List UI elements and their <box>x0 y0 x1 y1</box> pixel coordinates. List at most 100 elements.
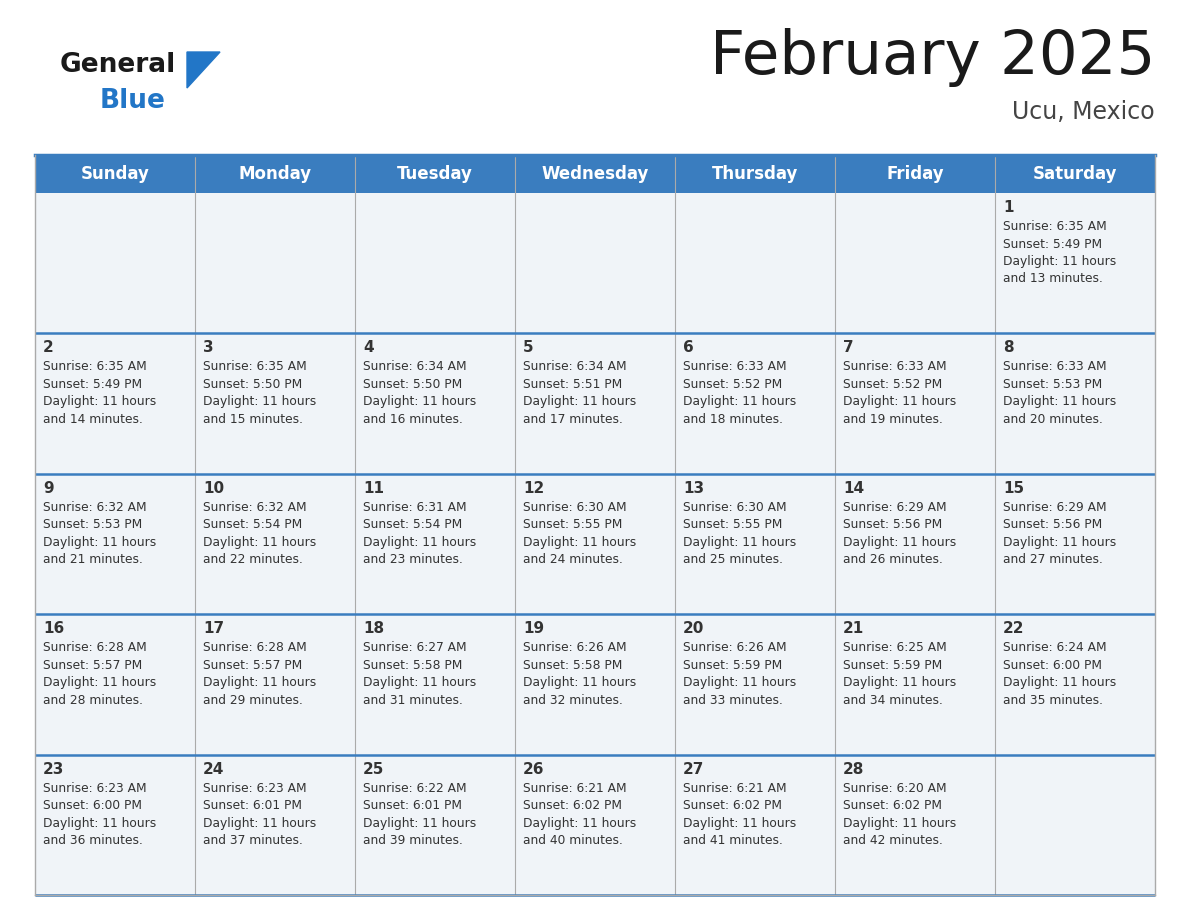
Text: Friday: Friday <box>886 165 943 183</box>
Text: Sunset: 5:53 PM: Sunset: 5:53 PM <box>1003 378 1102 391</box>
Text: Sunset: 5:56 PM: Sunset: 5:56 PM <box>843 519 942 532</box>
Text: Sunset: 5:54 PM: Sunset: 5:54 PM <box>364 519 462 532</box>
Text: Sunset: 5:49 PM: Sunset: 5:49 PM <box>43 378 143 391</box>
Bar <box>34 333 195 474</box>
Bar <box>34 474 195 614</box>
Text: Sunset: 5:50 PM: Sunset: 5:50 PM <box>203 378 302 391</box>
Bar <box>34 155 1155 193</box>
Bar <box>195 474 355 614</box>
Text: 23: 23 <box>43 762 64 777</box>
Bar <box>195 614 355 755</box>
Text: Sunset: 5:55 PM: Sunset: 5:55 PM <box>523 519 623 532</box>
Text: Sunrise: 6:33 AM: Sunrise: 6:33 AM <box>683 361 786 374</box>
Bar <box>996 474 1155 614</box>
Text: Daylight: 11 hours: Daylight: 11 hours <box>203 817 316 830</box>
Text: Sunset: 5:49 PM: Sunset: 5:49 PM <box>1003 238 1102 251</box>
Text: Sunrise: 6:24 AM: Sunrise: 6:24 AM <box>1003 641 1107 655</box>
Text: Daylight: 11 hours: Daylight: 11 hours <box>523 396 637 409</box>
Text: Daylight: 11 hours: Daylight: 11 hours <box>203 677 316 689</box>
Bar <box>195 193 355 333</box>
Text: Sunrise: 6:23 AM: Sunrise: 6:23 AM <box>43 781 146 795</box>
Text: Sunset: 5:58 PM: Sunset: 5:58 PM <box>523 659 623 672</box>
Text: 17: 17 <box>203 621 225 636</box>
Text: and 29 minutes.: and 29 minutes. <box>203 694 303 707</box>
Text: Daylight: 11 hours: Daylight: 11 hours <box>364 677 476 689</box>
Text: Sunset: 6:02 PM: Sunset: 6:02 PM <box>683 799 782 812</box>
Text: Sunset: 5:57 PM: Sunset: 5:57 PM <box>43 659 143 672</box>
Bar <box>996 755 1155 895</box>
Text: Thursday: Thursday <box>712 165 798 183</box>
Text: 14: 14 <box>843 481 864 496</box>
Text: Sunrise: 6:30 AM: Sunrise: 6:30 AM <box>683 501 786 514</box>
Bar <box>34 755 195 895</box>
Text: 5: 5 <box>523 341 533 355</box>
Text: 20: 20 <box>683 621 704 636</box>
Text: Blue: Blue <box>100 88 166 114</box>
Bar <box>34 193 195 333</box>
Text: 21: 21 <box>843 621 864 636</box>
Text: and 41 minutes.: and 41 minutes. <box>683 834 783 847</box>
Text: 19: 19 <box>523 621 544 636</box>
Bar <box>835 755 996 895</box>
Text: and 31 minutes.: and 31 minutes. <box>364 694 463 707</box>
Text: Sunrise: 6:35 AM: Sunrise: 6:35 AM <box>1003 220 1107 233</box>
Text: Tuesday: Tuesday <box>397 165 473 183</box>
Bar <box>195 755 355 895</box>
Text: and 33 minutes.: and 33 minutes. <box>683 694 783 707</box>
Text: Sunrise: 6:35 AM: Sunrise: 6:35 AM <box>203 361 307 374</box>
Text: and 24 minutes.: and 24 minutes. <box>523 554 623 566</box>
Text: Sunday: Sunday <box>81 165 150 183</box>
Text: Daylight: 11 hours: Daylight: 11 hours <box>523 536 637 549</box>
Text: Daylight: 11 hours: Daylight: 11 hours <box>683 536 796 549</box>
Text: Daylight: 11 hours: Daylight: 11 hours <box>203 536 316 549</box>
Text: 4: 4 <box>364 341 373 355</box>
Bar <box>835 614 996 755</box>
Bar <box>355 333 516 474</box>
Bar <box>996 193 1155 333</box>
Text: Sunrise: 6:35 AM: Sunrise: 6:35 AM <box>43 361 147 374</box>
Text: and 26 minutes.: and 26 minutes. <box>843 554 943 566</box>
Text: Daylight: 11 hours: Daylight: 11 hours <box>523 677 637 689</box>
Bar <box>675 333 835 474</box>
Text: Sunset: 5:52 PM: Sunset: 5:52 PM <box>683 378 782 391</box>
Bar <box>835 474 996 614</box>
Text: and 42 minutes.: and 42 minutes. <box>843 834 943 847</box>
Text: Sunset: 5:59 PM: Sunset: 5:59 PM <box>683 659 782 672</box>
Text: Sunset: 5:57 PM: Sunset: 5:57 PM <box>203 659 302 672</box>
Text: Daylight: 11 hours: Daylight: 11 hours <box>364 817 476 830</box>
Text: 13: 13 <box>683 481 704 496</box>
Text: Sunrise: 6:34 AM: Sunrise: 6:34 AM <box>523 361 626 374</box>
Text: and 16 minutes.: and 16 minutes. <box>364 413 463 426</box>
Text: Daylight: 11 hours: Daylight: 11 hours <box>1003 255 1117 268</box>
Bar <box>996 333 1155 474</box>
Text: Daylight: 11 hours: Daylight: 11 hours <box>843 536 956 549</box>
Text: Sunrise: 6:28 AM: Sunrise: 6:28 AM <box>203 641 307 655</box>
Text: Daylight: 11 hours: Daylight: 11 hours <box>43 536 157 549</box>
Text: and 13 minutes.: and 13 minutes. <box>1003 273 1102 285</box>
Text: Daylight: 11 hours: Daylight: 11 hours <box>843 817 956 830</box>
Text: Sunset: 6:02 PM: Sunset: 6:02 PM <box>523 799 623 812</box>
Text: Sunset: 6:02 PM: Sunset: 6:02 PM <box>843 799 942 812</box>
Text: Daylight: 11 hours: Daylight: 11 hours <box>1003 677 1117 689</box>
Text: 22: 22 <box>1003 621 1024 636</box>
Text: 25: 25 <box>364 762 385 777</box>
Text: Daylight: 11 hours: Daylight: 11 hours <box>683 396 796 409</box>
Text: 10: 10 <box>203 481 225 496</box>
Text: Daylight: 11 hours: Daylight: 11 hours <box>43 677 157 689</box>
Text: Sunrise: 6:29 AM: Sunrise: 6:29 AM <box>843 501 947 514</box>
Bar <box>675 755 835 895</box>
Text: and 14 minutes.: and 14 minutes. <box>43 413 143 426</box>
Bar <box>355 614 516 755</box>
Text: Sunrise: 6:33 AM: Sunrise: 6:33 AM <box>843 361 947 374</box>
Text: and 15 minutes.: and 15 minutes. <box>203 413 303 426</box>
Text: Ucu, Mexico: Ucu, Mexico <box>1012 100 1155 124</box>
Text: 8: 8 <box>1003 341 1013 355</box>
Text: Daylight: 11 hours: Daylight: 11 hours <box>203 396 316 409</box>
Bar <box>996 614 1155 755</box>
Text: Sunrise: 6:26 AM: Sunrise: 6:26 AM <box>683 641 786 655</box>
Text: Daylight: 11 hours: Daylight: 11 hours <box>683 677 796 689</box>
Text: 12: 12 <box>523 481 544 496</box>
Text: February 2025: February 2025 <box>709 28 1155 87</box>
Text: Daylight: 11 hours: Daylight: 11 hours <box>843 396 956 409</box>
Text: Sunset: 5:56 PM: Sunset: 5:56 PM <box>1003 519 1102 532</box>
